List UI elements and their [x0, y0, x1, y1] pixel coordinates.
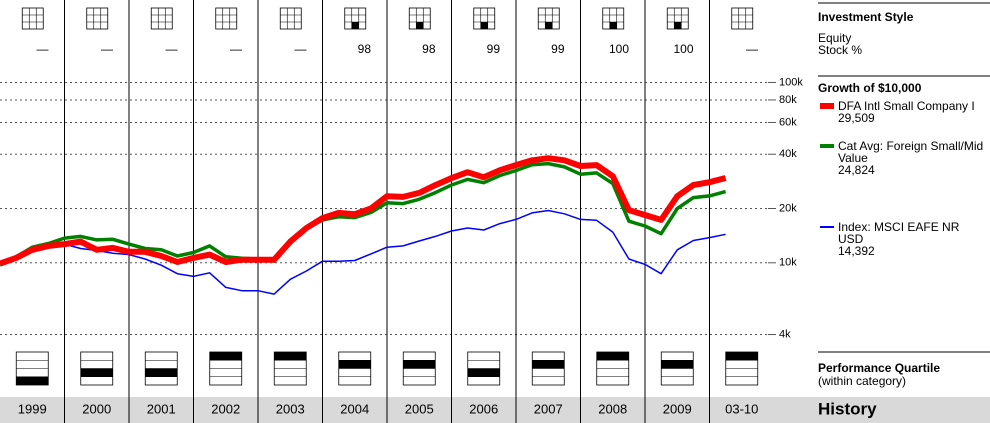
quartile-fill	[661, 360, 694, 369]
quartile-fill	[274, 352, 307, 361]
series-line	[0, 155, 727, 267]
style-box-fill	[609, 22, 617, 29]
stock-pct: —	[230, 42, 242, 56]
stock-pct: —	[37, 42, 49, 56]
series-line	[0, 209, 726, 295]
x-tick-label: 1999	[18, 401, 47, 416]
quartile-fill	[532, 360, 565, 369]
style-box	[21, 7, 44, 30]
style-label: Stock %	[818, 43, 863, 57]
style-box-fill	[480, 22, 488, 29]
x-tick-label: 2006	[469, 401, 498, 416]
y-tick-label: 10k	[779, 257, 797, 269]
y-tick-label: 60k	[779, 116, 797, 128]
quartile-fill	[725, 352, 758, 361]
legend-label: DFA Intl Small Company I	[838, 99, 975, 113]
quartile-fill	[338, 360, 371, 369]
legend-value: 24,824	[838, 163, 875, 177]
quartile-fill	[145, 368, 178, 377]
quartile-fill	[16, 376, 49, 385]
y-tick-label: 20k	[779, 202, 797, 214]
style-box	[86, 7, 109, 30]
quartile-fill	[403, 360, 436, 369]
quartile-title: Performance Quartile	[818, 361, 941, 375]
quartile-fill	[596, 352, 629, 361]
stock-pct: 99	[551, 42, 565, 56]
stock-pct: 100	[609, 42, 629, 56]
style-title: Investment Style	[818, 10, 914, 24]
stock-pct: 98	[422, 42, 436, 56]
quartile-fill	[467, 368, 500, 377]
style-box-fill	[351, 22, 359, 29]
x-tick-label: 2008	[598, 401, 627, 416]
stock-pct: —	[166, 42, 178, 56]
legend-label: Cat Avg: Foreign Small/Mid Value	[838, 139, 984, 165]
x-tick-label: 2001	[147, 401, 176, 416]
x-tick-label: 2007	[534, 401, 563, 416]
style-box	[215, 7, 238, 30]
legend-value: 14,392	[838, 244, 875, 258]
style-box	[279, 7, 302, 30]
stock-pct: —	[295, 42, 307, 56]
legend-swatch	[820, 226, 834, 228]
x-tick-label: 2003	[276, 401, 305, 416]
quartile-fill	[209, 352, 242, 361]
x-tick-label: 2009	[663, 401, 692, 416]
x-tick-label: 03-10	[725, 401, 758, 416]
y-tick-label: 40k	[779, 148, 797, 160]
style-box-fill	[545, 22, 553, 29]
stock-pct: —	[746, 42, 758, 56]
chart-title: Growth of $10,000	[818, 81, 922, 95]
style-box	[731, 7, 754, 30]
style-box-fill	[416, 22, 424, 29]
stock-pct: —	[101, 42, 113, 56]
legend-swatch	[820, 144, 834, 148]
history-title: History	[818, 399, 877, 418]
series-line	[0, 161, 727, 267]
legend-swatch	[820, 103, 834, 109]
x-tick-label: 2004	[340, 401, 369, 416]
legend-label: Index: MSCI EAFE NR USD	[838, 220, 960, 246]
stock-pct: 98	[358, 42, 372, 56]
style-label: Equity	[818, 31, 852, 45]
history-band	[0, 397, 990, 423]
style-box	[150, 7, 173, 30]
legend-value: 29,509	[838, 111, 875, 125]
style-box-fill	[674, 22, 682, 29]
y-tick-label: 80k	[779, 94, 797, 106]
x-tick-label: 2002	[211, 401, 240, 416]
stock-pct: 100	[673, 42, 693, 56]
x-tick-label: 2000	[82, 401, 111, 416]
x-tick-label: 2005	[405, 401, 434, 416]
stock-pct: 99	[487, 42, 501, 56]
quartile-fill	[80, 368, 113, 377]
y-tick-label: 100k	[779, 76, 803, 88]
quartile-subtitle: (within category)	[818, 374, 907, 388]
y-tick-label: 4k	[779, 328, 791, 340]
